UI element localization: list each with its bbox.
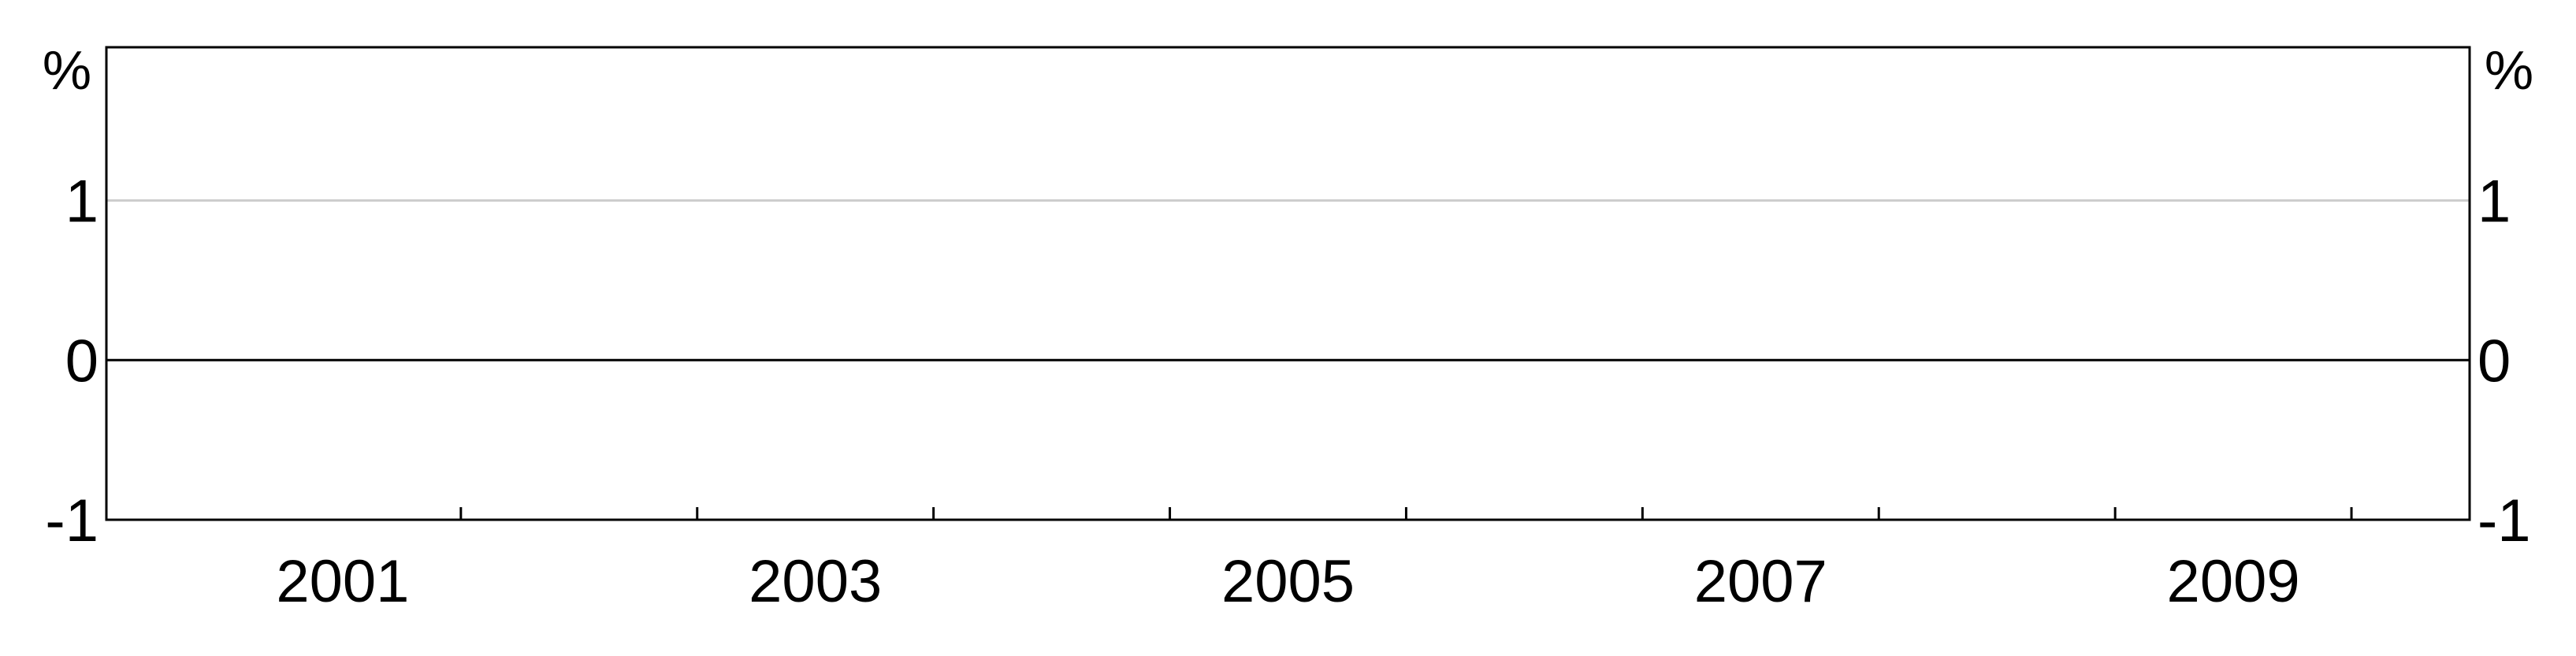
y-left-tick-label: 0 (65, 328, 99, 395)
y-right-tick-label: -1 (2477, 487, 2531, 554)
x-axis-tick-labels: 2001 2003 2005 2007 2009 (276, 548, 2299, 615)
x-tick-label: 2007 (1694, 548, 1827, 615)
x-tick-label: 2003 (749, 548, 882, 615)
x-minor-ticks (459, 507, 2353, 520)
y-left-tick-label: 1 (65, 169, 99, 235)
y-axis-left-unit: % (43, 39, 91, 101)
x-tick-label: 2009 (2167, 548, 2300, 615)
y-axis-right-tick-labels: 1 0 -1 (2477, 169, 2531, 554)
y-right-tick-label: 0 (2477, 328, 2511, 395)
plot-frame (105, 46, 2471, 521)
y-left-tick-label: -1 (45, 487, 99, 554)
plot-background (106, 47, 2470, 520)
y-axis-left-tick-labels: 1 0 -1 (45, 169, 99, 554)
y-axis-right-unit: % (2485, 39, 2533, 101)
y-right-tick-label: 1 (2477, 169, 2511, 235)
x-tick-label: 2005 (1221, 548, 1355, 615)
x-tick-label: 2001 (276, 548, 409, 615)
